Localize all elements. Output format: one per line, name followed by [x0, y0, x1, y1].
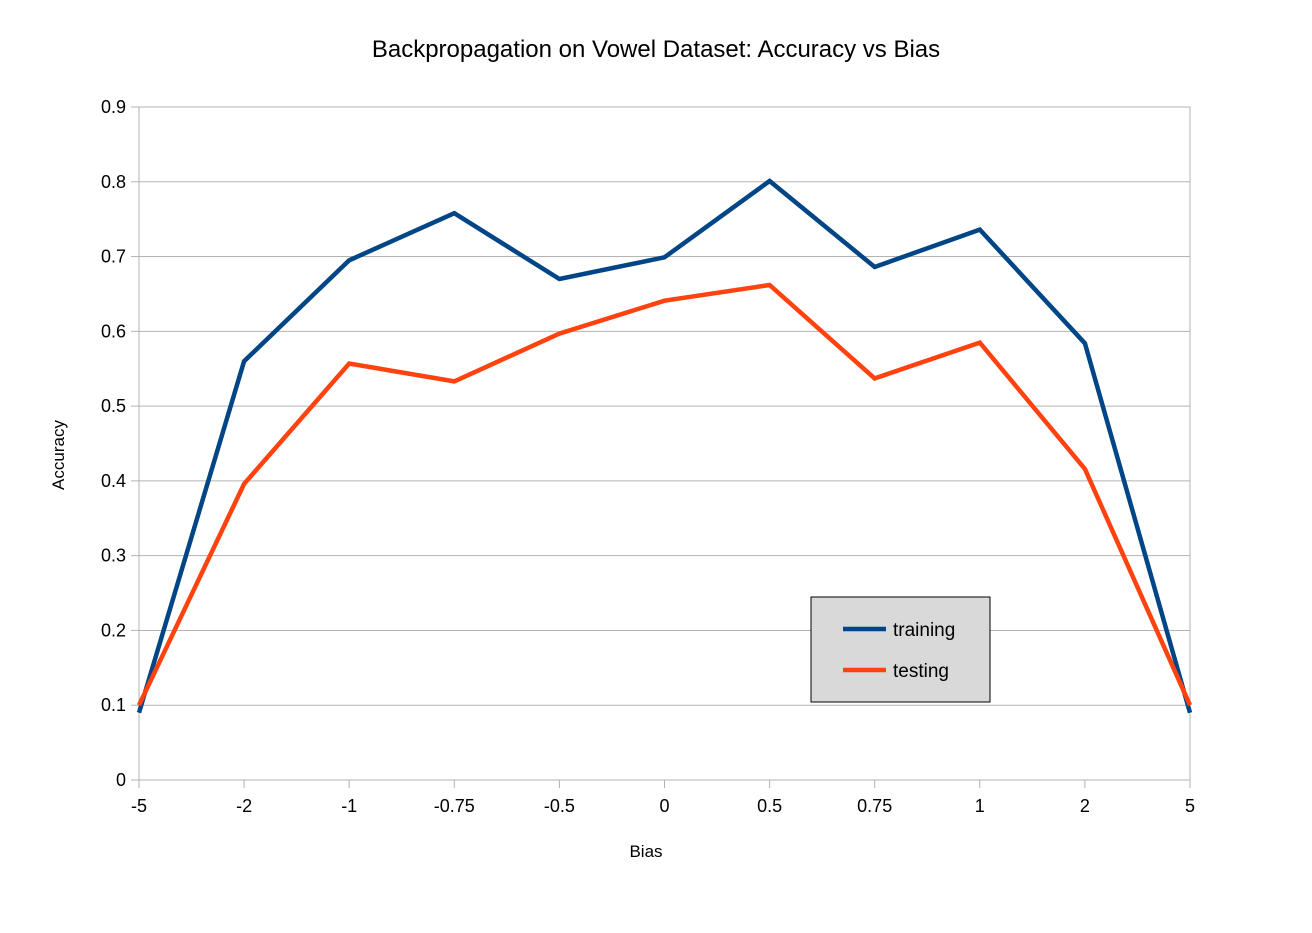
x-axis-label: Bias — [629, 842, 662, 861]
y-tick-label: 0 — [116, 770, 126, 790]
gridlines — [139, 106, 1190, 781]
series-line-training — [136, 178, 1193, 714]
legend: training testing — [810, 596, 991, 703]
series-lines — [136, 178, 1193, 714]
x-tick-label: 0 — [659, 796, 669, 816]
y-tick-label: 0.1 — [101, 695, 126, 715]
x-axis-ticks: -5 -2 -1 -0.75 -0.5 0 0.5 0.75 1 2 5 — [131, 780, 1195, 816]
x-tick-label: 2 — [1080, 796, 1090, 816]
y-tick-label: 0.4 — [101, 471, 126, 491]
legend-box — [810, 596, 991, 703]
y-axis-ticks: 0 0.1 0.2 0.3 0.4 0.5 0.6 0.7 0.8 0.9 — [101, 97, 139, 790]
plot-area — [138, 106, 1191, 781]
y-tick-label: 0.2 — [101, 620, 126, 640]
series-line-testing — [136, 282, 1193, 707]
x-tick-label: 0.75 — [857, 796, 892, 816]
y-tick-label: 0.7 — [101, 247, 126, 267]
y-tick-label: 0.6 — [101, 321, 126, 341]
y-tick-label: 0.5 — [101, 396, 126, 416]
y-tick-label: 0.8 — [101, 172, 126, 192]
chart-title: Backpropagation on Vowel Dataset: Accura… — [372, 36, 940, 63]
x-tick-label: -5 — [131, 796, 147, 816]
legend-label-testing: testing — [893, 661, 949, 682]
legend-label-training: training — [893, 620, 955, 641]
x-tick-label: 1 — [975, 796, 985, 816]
x-tick-label: -2 — [236, 796, 252, 816]
y-tick-label: 0.3 — [101, 546, 126, 566]
x-tick-label: -0.5 — [544, 796, 575, 816]
x-tick-label: -1 — [341, 796, 357, 816]
x-tick-label: 0.5 — [757, 796, 782, 816]
y-tick-label: 0.9 — [101, 97, 126, 117]
x-tick-label: -0.75 — [434, 796, 475, 816]
x-tick-label: 5 — [1185, 796, 1195, 816]
y-axis-label: Accuracy — [49, 420, 68, 490]
